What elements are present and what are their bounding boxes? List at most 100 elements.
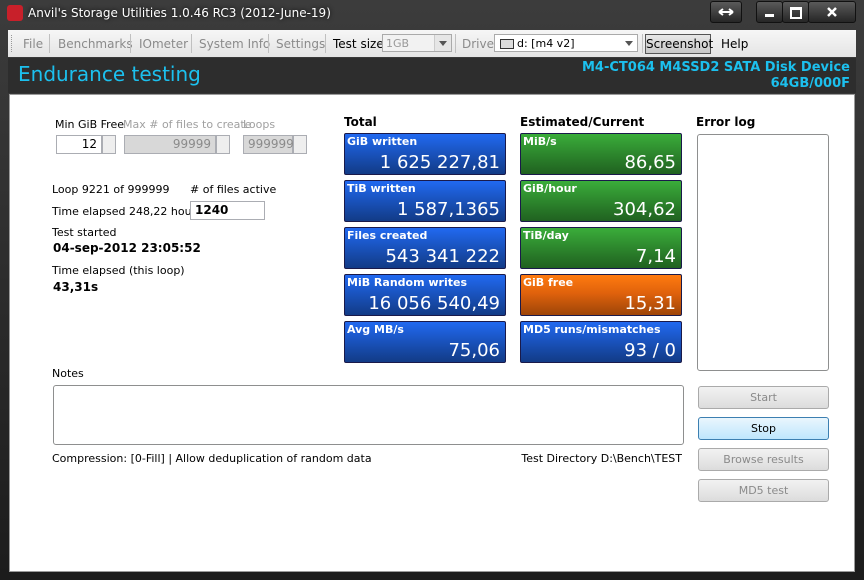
- tile-value: 1 587,1365: [396, 199, 500, 220]
- field-label: Test started: [52, 226, 117, 239]
- separator: [325, 34, 326, 53]
- notes-label: Notes: [52, 367, 84, 380]
- stat-tile: Avg MB/s 75,06: [344, 321, 506, 363]
- menu-item[interactable]: IOmeter: [139, 37, 189, 51]
- tile-label: TiB written: [347, 182, 416, 195]
- drive-select[interactable]: d: [m4 v2]: [494, 34, 638, 52]
- grip: [11, 35, 14, 52]
- arrow-icon: [718, 8, 734, 16]
- field-label: Min GiB Free: [55, 118, 124, 131]
- device-capacity: 64GB/000F: [770, 76, 850, 91]
- tile-label: GiB/hour: [523, 182, 577, 195]
- drive-value: d: [m4 v2]: [517, 37, 575, 50]
- header: Endurance testing M4-CT064 M4SSD2 SATA D…: [8, 58, 856, 93]
- tile-value: 7,14: [635, 246, 676, 267]
- spinner: [216, 135, 230, 154]
- separator: [49, 34, 50, 53]
- test-started: 04-sep-2012 23:05:52: [53, 241, 201, 255]
- start-button: Start: [698, 386, 829, 409]
- title-bar: Anvil's Storage Utilities 1.0.46 RC3 (20…: [0, 0, 864, 28]
- tile-value: 1 625 227,81: [379, 152, 500, 173]
- spinner: [293, 135, 307, 154]
- menu-item[interactable]: Benchmarks: [58, 37, 133, 51]
- stat-tile: GiB free 15,31: [520, 274, 682, 316]
- tile-value: 16 056 540,49: [368, 293, 500, 314]
- loops-input: 999999: [243, 135, 294, 154]
- test-size-label: Test size: [333, 37, 384, 51]
- field-label: Max # of files to create: [123, 118, 252, 131]
- tile-value: 543 341 222: [385, 246, 500, 267]
- page-title: Endurance testing: [18, 62, 201, 86]
- min-free-input[interactable]: 12: [56, 135, 102, 154]
- minimize-button[interactable]: [756, 1, 783, 23]
- time-elapsed: Time elapsed 248,22 hours: [52, 205, 202, 218]
- field-label: Time elapsed (this loop): [52, 264, 185, 277]
- stat-tile: TiB/day 7,14: [520, 227, 682, 269]
- tile-label: MiB Random writes: [347, 276, 468, 289]
- stat-tile: MD5 runs/mismatches 93 / 0: [520, 321, 682, 363]
- menu-item[interactable]: Settings: [276, 37, 326, 51]
- spinner[interactable]: [102, 135, 116, 154]
- max-files-input: 99999: [124, 135, 216, 154]
- tile-label: Avg MB/s: [347, 323, 404, 336]
- menu-item[interactable]: System Info: [199, 37, 271, 51]
- main-panel: Min GiB Free 12 Max # of files to create…: [9, 94, 855, 572]
- close-button[interactable]: [808, 1, 856, 23]
- error-log-title: Error log: [696, 115, 756, 129]
- tile-label: GiB written: [347, 135, 418, 148]
- dropdown-arrow: [621, 35, 637, 51]
- minimize-icon: [765, 14, 774, 17]
- error-log: [697, 134, 829, 371]
- tile-value: 304,62: [613, 199, 676, 220]
- files-active-input[interactable]: 1240: [190, 201, 265, 220]
- loop-time: 43,31s: [53, 280, 99, 294]
- tile-label: MiB/s: [523, 135, 557, 148]
- app-icon: [7, 5, 23, 21]
- tile-label: Files created: [347, 229, 428, 242]
- separator: [130, 34, 131, 53]
- tile-label: GiB free: [523, 276, 574, 289]
- browse-button: Browse results: [698, 448, 829, 471]
- tile-label: MD5 runs/mismatches: [523, 323, 661, 336]
- test-size-value: 1GB: [386, 37, 410, 50]
- separator: [268, 34, 269, 53]
- device-name: M4-CT064 M4SSD2 SATA Disk Device: [581, 60, 850, 75]
- test-directory: Test Directory D:\Bench\TEST: [521, 452, 682, 465]
- screenshot-button[interactable]: Screenshot: [645, 34, 713, 54]
- stat-tile: Files created 543 341 222: [344, 227, 506, 269]
- dropdown-arrow: [434, 35, 451, 51]
- menu-item[interactable]: File: [23, 37, 44, 51]
- separator: [642, 34, 643, 53]
- stat-tile: GiB/hour 304,62: [520, 180, 682, 222]
- tile-value: 93 / 0: [624, 340, 676, 361]
- stat-tile: GiB written 1 625 227,81: [344, 133, 506, 175]
- stat-tile: MiB/s 86,65: [520, 133, 682, 175]
- drive-label: Drive: [462, 37, 494, 51]
- maximize-icon: [790, 7, 802, 19]
- window-title: Anvil's Storage Utilities 1.0.46 RC3 (20…: [28, 6, 331, 20]
- field-label: Loops: [243, 118, 276, 131]
- maximize-button[interactable]: [782, 1, 809, 23]
- column-title: Estimated/Current: [520, 115, 645, 129]
- column-title: Total: [344, 115, 377, 129]
- compression-info: Compression: [0-Fill] | Allow deduplicat…: [52, 452, 372, 465]
- tile-value: 86,65: [624, 152, 676, 173]
- stop-button[interactable]: Stop: [698, 417, 829, 440]
- close-icon: [827, 7, 837, 17]
- stat-tile: TiB written 1 587,1365: [344, 180, 506, 222]
- notes-box[interactable]: [53, 385, 684, 445]
- restore-button[interactable]: [710, 1, 742, 23]
- md5-button: MD5 test: [698, 479, 829, 502]
- test-size-select[interactable]: 1GB: [382, 34, 452, 52]
- separator: [191, 34, 192, 53]
- stat-tile: MiB Random writes 16 056 540,49: [344, 274, 506, 316]
- tile-value: 75,06: [448, 340, 500, 361]
- tile-value: 15,31: [624, 293, 676, 314]
- loop-count: Loop 9221 of 999999: [52, 183, 170, 196]
- field-label: # of files active: [190, 183, 277, 196]
- menu-item[interactable]: Help: [721, 37, 749, 51]
- menu-bar: File Benchmarks IOmeter System Info Sett…: [8, 30, 856, 57]
- separator: [455, 34, 456, 53]
- tile-label: TiB/day: [523, 229, 569, 242]
